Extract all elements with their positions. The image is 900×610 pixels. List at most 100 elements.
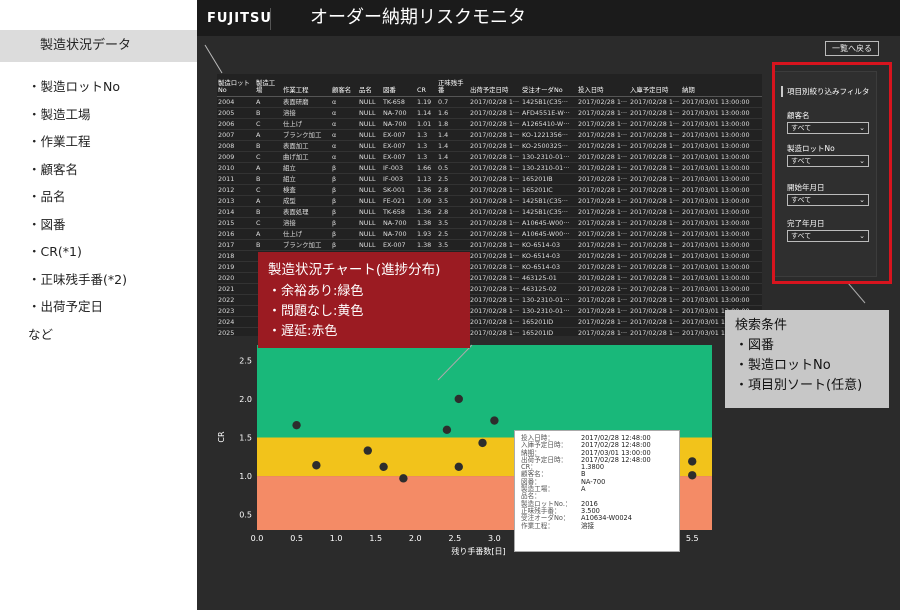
table-row[interactable]: 2005 B 溶接 α NULL NA-700 1.14 1.6 2017/02/28 1···…: [217, 107, 762, 119]
table-cell: 2017/02/28 1···: [577, 239, 629, 251]
table-cell: NULL: [358, 206, 382, 218]
tooltip-row: 作業工程： 溶接: [521, 522, 673, 530]
table-cell: A1265410-W···: [521, 118, 577, 130]
table-cell: β: [331, 173, 358, 185]
table-cell: ブランク加工: [282, 239, 331, 251]
search-conditions-callout: 検索条件 ・図番 ・製造ロットNo ・項目別ソート(任意): [725, 310, 889, 408]
data-point[interactable]: [363, 446, 372, 455]
start-date-select[interactable]: すべて ⌄: [787, 194, 869, 206]
table-row[interactable]: 2016 A 仕上げ β NULL NA-700 1.93 2.5 2017/02/28 1··…: [217, 228, 762, 240]
tooltip-key: 受注オーダNo：: [521, 514, 570, 523]
tooltip-row: 入庫予定日時： 2017/02/28 12:48:00: [521, 441, 673, 449]
data-point[interactable]: [688, 471, 697, 480]
table-cell: 2017/03/01 13:00:00: [681, 239, 762, 251]
table-row[interactable]: 2015 C 溶接 β NULL NA-700 1.38 3.5 2017/02/28 1···…: [217, 217, 762, 229]
table-cell: 2017/02/28 1···: [629, 294, 681, 306]
tooltip-value: B: [581, 470, 586, 479]
table-cell: 2017/03/01 13:00:00: [681, 316, 762, 328]
table-cell: NULL: [358, 129, 382, 141]
tooltip-key: 出荷予定日時：: [521, 455, 568, 464]
column-header[interactable]: 図番: [382, 74, 416, 97]
table-cell: C: [255, 151, 282, 163]
data-point[interactable]: [478, 438, 487, 448]
column-header[interactable]: 入庫予定日時: [629, 74, 681, 97]
table-cell: 2017/02/28 1···: [629, 206, 681, 218]
table-row[interactable]: 2014 B 表面処理 β NULL TK-658 1.36 2.8 2017/02/28 1·…: [217, 206, 762, 218]
column-header[interactable]: 投入日時: [577, 74, 629, 97]
data-point[interactable]: [454, 462, 463, 471]
table-cell: 2017/02/28 1···: [629, 162, 681, 174]
table-cell: 2017/02/28 1···: [577, 195, 629, 207]
table-row[interactable]: 2013 A 成型 β NULL FE-021 1.09 3.5 2017/02/28 1···…: [217, 195, 762, 207]
table-cell: 2008: [217, 140, 255, 152]
tooltip-key: 正味残手番：: [521, 506, 561, 515]
table-cell: 2017/02/28 1···: [577, 129, 629, 141]
data-point[interactable]: [379, 462, 388, 471]
data-point[interactable]: [312, 461, 321, 470]
table-row[interactable]: 2017 B ブランク加工 β NULL EX-007 1.38 3.5 2017/02/28 …: [217, 239, 762, 251]
column-header[interactable]: 品名: [358, 74, 382, 97]
table-cell: 2024: [217, 316, 255, 328]
table-row[interactable]: 2007 A ブランク加工 α NULL EX-007 1.3 1.4 2017/02/28 1…: [217, 129, 762, 141]
lot-select-value: すべて: [791, 157, 812, 165]
tooltip-key: 製造工場：: [521, 485, 554, 494]
data-point[interactable]: [442, 425, 452, 434]
table-cell: 2017/03/01 13:00:00: [681, 151, 762, 163]
lot-select[interactable]: すべて ⌄: [787, 155, 869, 167]
data-point[interactable]: [292, 420, 301, 430]
customer-select[interactable]: すべて ⌄: [787, 122, 869, 134]
end-date-select[interactable]: すべて ⌄: [787, 230, 869, 242]
column-header[interactable]: 製造ロットNo: [217, 74, 255, 97]
annotation-item: ・図番: [28, 216, 66, 232]
table-cell: 2017/02/28 1···: [629, 96, 681, 108]
table-row[interactable]: 2011 B 組立 β NULL IF-003 1.13 2.5 2017/02/28 1···…: [217, 173, 762, 185]
annotation-list: ・製造ロットNo ・製造工場 ・作業工程 ・顧客名 ・品名 ・図番 ・CR(*1…: [28, 78, 127, 353]
table-cell: 2017/03/01 13:00:00: [681, 250, 762, 262]
column-header[interactable]: 製造工場: [255, 74, 282, 97]
column-header[interactable]: CR: [416, 74, 437, 97]
data-point[interactable]: [490, 416, 499, 425]
table-cell: 2017/02/28 1···: [629, 261, 681, 273]
column-header[interactable]: 受注オーダNo: [521, 74, 577, 97]
table-cell: 2.5: [437, 173, 469, 185]
table-cell: EX-007: [382, 151, 416, 163]
table-cell: AFD4551E-W···: [521, 107, 577, 119]
table-cell: 2017/02/28 1···: [469, 239, 521, 251]
table-cell: 2021: [217, 283, 255, 295]
table-cell: 1.38: [416, 239, 437, 251]
data-point[interactable]: [688, 457, 697, 466]
table-cell: TK-658: [382, 206, 416, 218]
column-header[interactable]: 顧客名: [331, 74, 358, 97]
chart-callout: 製造状況チャート(進捗分布) ・余裕あり:緑色 ・問題なし:黄色 ・遅延:赤色: [258, 252, 470, 348]
column-header[interactable]: 正味残手番: [437, 74, 469, 97]
table-cell: 2010: [217, 162, 255, 174]
data-point[interactable]: [454, 394, 463, 404]
table-cell: KO-1221356···: [521, 129, 577, 141]
tooltip-key: 製造ロットNo.：: [521, 499, 572, 508]
table-cell: NULL: [358, 162, 382, 174]
table-row[interactable]: 2012 C 検査 β NULL SK-001 1.36 2.8 2017/02/28 1···…: [217, 184, 762, 196]
table-row[interactable]: 2004 A 表面研磨 α NULL TK-658 1.19 0.7 2017/02/28 1·…: [217, 96, 762, 108]
table-row[interactable]: 2009 C 曲げ加工 α NULL EX-007 1.3 1.4 2017/02/28 1··…: [217, 151, 762, 163]
column-header[interactable]: 作業工程: [282, 74, 331, 97]
filter-title: 項目別絞り込みフィルタ: [781, 86, 869, 97]
table-cell: α: [331, 107, 358, 119]
table-cell: 2017/02/28 1···: [577, 316, 629, 328]
table-cell: 1.36: [416, 206, 437, 218]
back-to-list-button[interactable]: 一覧へ戻る: [825, 41, 879, 56]
table-cell: 2017/02/28 1···: [469, 195, 521, 207]
column-header[interactable]: 納期: [681, 74, 762, 97]
title-bar: FUJITSU オーダー納期リスクモニタ: [197, 0, 900, 36]
data-point[interactable]: [399, 474, 408, 483]
table-row[interactable]: 2008 B 表面加工 α NULL EX-007 1.3 1.4 2017/02/28 1··…: [217, 140, 762, 152]
table-cell: 2017/03/01 13:00:00: [681, 129, 762, 141]
table-row[interactable]: 2006 C 仕上げ α NULL NA-700 1.01 1.8 2017/02/28 1··…: [217, 118, 762, 130]
annotation-item: など: [28, 326, 54, 342]
table-cell: 1.93: [416, 228, 437, 240]
table-row[interactable]: 2010 A 組立 β NULL IF-003 1.66 0.5 2017/02/28 1···…: [217, 162, 762, 174]
table-cell: NA-700: [382, 228, 416, 240]
table-cell: A10645-W00···: [521, 228, 577, 240]
table-cell: IF-003: [382, 173, 416, 185]
column-header[interactable]: 出荷予定日時: [469, 74, 521, 97]
table-cell: 3.5: [437, 195, 469, 207]
